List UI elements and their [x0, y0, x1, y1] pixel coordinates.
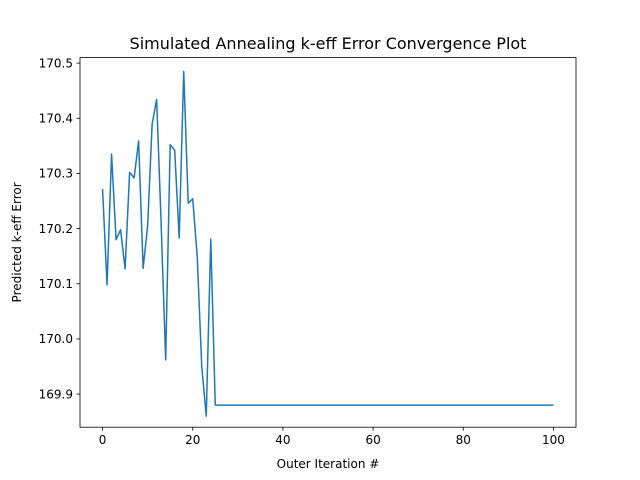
- y-tick-label: 170.3: [39, 167, 73, 181]
- y-tick-label: 170.1: [39, 277, 73, 291]
- x-tick-label: 0: [99, 433, 107, 447]
- plot-area: [79, 57, 577, 428]
- x-tick-label: 60: [365, 433, 380, 447]
- chart-title: Simulated Annealing k-eff Error Converge…: [130, 34, 527, 53]
- x-tick-label: 80: [456, 433, 471, 447]
- x-tick-label: 100: [542, 433, 565, 447]
- x-tick-label: 40: [275, 433, 290, 447]
- y-axis-ticks: 169.9 170.0 170.1 170.2 170.3 170.4 170.5: [39, 56, 80, 401]
- y-tick-label: 170.4: [39, 112, 73, 126]
- x-tick-label: 20: [185, 433, 200, 447]
- y-axis-label: Predicted k-eff Error: [10, 182, 24, 302]
- y-tick-label: 170.0: [39, 332, 73, 346]
- x-axis-label: Outer Iteration #: [277, 457, 380, 471]
- axes-frame: [79, 57, 577, 428]
- x-axis-ticks: 0 20 40 60 80 100: [99, 427, 565, 447]
- series-line: [101, 70, 554, 417]
- y-tick-label: 170.2: [39, 222, 73, 236]
- y-tick-label: 170.5: [39, 56, 73, 70]
- y-tick-label: 169.9: [39, 387, 73, 401]
